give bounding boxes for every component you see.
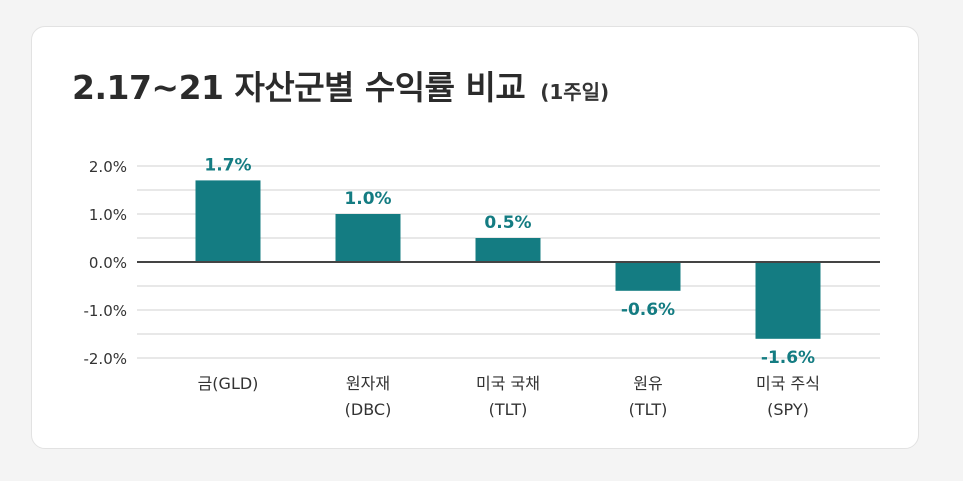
category-label: 미국 국채: [476, 374, 540, 393]
category-label: (TLT): [489, 400, 528, 419]
data-label: -1.6%: [761, 348, 815, 368]
category-label: 미국 주식: [756, 374, 820, 393]
data-label: 1.7%: [204, 155, 251, 175]
data-label: 0.5%: [484, 213, 531, 233]
y-tick-label: -1.0%: [83, 302, 127, 320]
bar: [335, 214, 401, 262]
category-label: 원유: [633, 374, 662, 393]
category-label: 금(GLD): [198, 374, 259, 393]
bar: [195, 180, 261, 262]
category-label: (SPY): [767, 400, 809, 419]
y-tick-label: 1.0%: [89, 206, 127, 224]
bar: [475, 238, 541, 262]
bar: [615, 262, 681, 291]
y-tick-label: 0.0%: [89, 254, 127, 272]
category-label: (TLT): [629, 400, 668, 419]
title-period: (1주일): [540, 80, 610, 104]
y-tick-label: -2.0%: [83, 350, 127, 368]
category-label: 원자재: [346, 374, 390, 393]
data-label: -0.6%: [621, 300, 675, 320]
data-label: 1.0%: [344, 189, 391, 209]
title-main: 2.17~21 자산군별 수익률 비교: [72, 68, 526, 107]
bar: [755, 262, 821, 339]
category-label: (DBC): [345, 400, 392, 419]
y-tick-label: 2.0%: [89, 158, 127, 176]
chart-title: 2.17~21 자산군별 수익률 비교 (1주일): [72, 64, 609, 116]
